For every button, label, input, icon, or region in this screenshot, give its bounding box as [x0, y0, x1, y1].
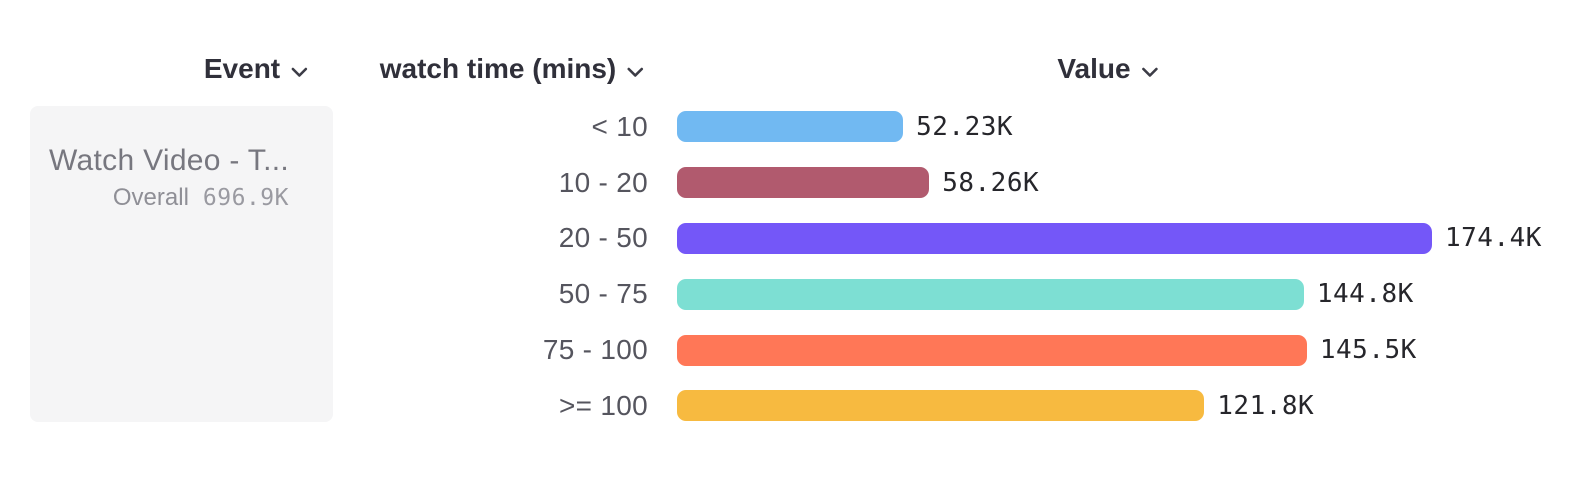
column-header-value[interactable]: Value	[1057, 53, 1158, 85]
value-label: 144.8K	[1316, 279, 1414, 310]
bar-area: 121.8K	[677, 390, 1554, 422]
chevron-down-icon	[291, 53, 308, 85]
bar[interactable]	[677, 334, 1307, 366]
bar-area: 174.4K	[677, 222, 1554, 254]
value-label: 121.8K	[1217, 390, 1315, 421]
column-header-event[interactable]: Event	[204, 53, 308, 85]
value-label: 58.26K	[942, 167, 1040, 198]
bar[interactable]	[677, 390, 1205, 422]
event-title: Watch Video - T...	[49, 144, 289, 177]
bar-chart: < 10 52.23K 10 - 20 58.26K 20 - 50 174.4…	[385, 99, 1554, 434]
category-label: 20 - 50	[558, 222, 648, 254]
bar[interactable]	[677, 167, 930, 199]
category-label: < 10	[591, 110, 648, 142]
event-overall-row: Overall 696.9K	[30, 184, 289, 212]
category-label: 50 - 75	[558, 278, 648, 310]
bar-area: 58.26K	[677, 167, 1554, 199]
category-label: 10 - 20	[558, 166, 648, 198]
overall-value: 696.9K	[202, 185, 289, 211]
bar[interactable]	[677, 222, 1432, 254]
event-card[interactable]: Watch Video - T... Overall 696.9K	[30, 106, 333, 422]
column-header-watch-time[interactable]: watch time (mins)	[380, 53, 644, 85]
column-header-value-label: Value	[1057, 53, 1131, 84]
chart-row: < 10 52.23K	[385, 99, 1554, 155]
value-label: 145.5K	[1319, 335, 1417, 366]
bar[interactable]	[677, 111, 904, 143]
category-label: >= 100	[559, 389, 648, 421]
value-label: 52.23K	[916, 111, 1014, 142]
chart-row: 50 - 75 144.8K	[385, 266, 1554, 322]
bar-area: 145.5K	[677, 334, 1554, 366]
bar-area: 52.23K	[677, 111, 1554, 143]
column-header-event-label: Event	[203, 53, 281, 84]
chart-row: 20 - 50 174.4K	[385, 211, 1554, 267]
overall-label: Overall	[112, 184, 189, 211]
bar-area: 144.8K	[677, 278, 1554, 310]
value-label: 174.4K	[1445, 223, 1542, 254]
chart-row: 75 - 100 145.5K	[385, 322, 1554, 378]
column-header-watch-time-label: watch time (mins)	[379, 53, 617, 84]
category-label: 75 - 100	[542, 334, 648, 366]
chart-row: 10 - 20 58.26K	[385, 155, 1554, 211]
chevron-down-icon	[1142, 53, 1159, 85]
chart-row: >= 100 121.8K	[385, 378, 1554, 434]
bar[interactable]	[677, 278, 1304, 310]
chevron-down-icon	[627, 53, 644, 85]
